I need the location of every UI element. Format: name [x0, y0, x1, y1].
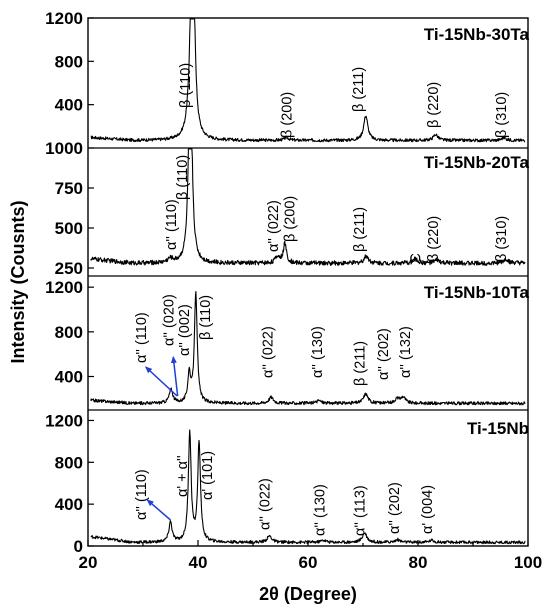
y-tick-label: 500 [55, 219, 83, 238]
xrd-trace [90, 429, 526, 545]
axes-layer: 20 40 60 80 100 2θ (Degree) Intensity (Cousnts… [8, 9, 542, 604]
peak-label: β (220) [426, 216, 442, 262]
peak-label: α'' (110) [164, 199, 180, 250]
peak-label: α' (101) [200, 451, 216, 500]
peak-label: β (211) [352, 207, 368, 252]
peak-label: β (110) [198, 295, 214, 340]
panel-title: Ti-15Nb-20Ta [424, 153, 530, 172]
peak-label: α'' (110) [134, 469, 150, 520]
blue-arrow [170, 356, 179, 397]
peak-label: α'' (202) [387, 482, 403, 534]
peak-label: α'' (020) [161, 294, 177, 346]
plot-frame [87, 17, 529, 547]
peak-label: β (310) [494, 92, 510, 138]
y-tick-label: 1200 [45, 278, 83, 297]
peak-label: β (211) [353, 341, 369, 386]
peak-label: β (211) [351, 67, 367, 112]
x-tick-label: 80 [409, 553, 428, 572]
y-axis-title: Intensity (Cousnts) [8, 200, 28, 363]
peak-label: α'' (130) [310, 326, 326, 378]
x-tick-label: 60 [299, 553, 318, 572]
peak-label: α'' (132) [398, 326, 414, 378]
y-tick-label: 750 [55, 179, 83, 198]
peak-label: α'' (022) [260, 326, 276, 378]
y-tick-label: 800 [55, 323, 83, 342]
peak-label: α'' (202) [376, 328, 392, 380]
x-axis-title: 2θ (Degree) [259, 584, 357, 604]
y-tick-label: 800 [55, 52, 83, 71]
peak-label: β (200) [280, 92, 296, 138]
peak-label: β (220) [426, 82, 442, 128]
xrd-trace [90, 291, 526, 406]
panel-title: Ti-15Nb-30Ta [424, 25, 530, 44]
arrows-layer [145, 356, 179, 521]
y-tick-label: 400 [55, 96, 83, 115]
peak-label: α'' (110) [134, 312, 150, 363]
x-tick-label: 40 [189, 553, 208, 572]
x-tick-label: 20 [79, 553, 98, 572]
panel-title: Ti-15Nb-10Ta [424, 283, 530, 302]
peak-label: β (200) [282, 196, 298, 242]
peak-label: ω [410, 250, 421, 266]
peak-label: α' + α'' [175, 455, 191, 497]
peak-label: β (310) [494, 216, 510, 262]
x-tick-label: 100 [514, 553, 542, 572]
peak-labels-layer: β (110) β (200) β (211) β (220) β (310) α'' (… [134, 63, 510, 536]
y-tick-label: 400 [55, 368, 83, 387]
peak-label: α'' (113) [353, 485, 369, 536]
traces-layer [90, 18, 526, 545]
y-tick-label: 1200 [45, 9, 83, 28]
xrd-trace [90, 18, 526, 143]
y-tick-label: 1200 [45, 411, 83, 430]
blue-arrow [145, 366, 178, 397]
peak-label: α'' (022) [258, 478, 274, 530]
y-tick-label: 800 [55, 453, 83, 472]
panel-title: Ti-15Nb [467, 419, 529, 438]
xrd-trace [90, 148, 526, 266]
y-tick-label: 400 [55, 495, 83, 514]
peak-label: α'' (022) [266, 200, 282, 252]
blue-arrow [146, 499, 171, 521]
peak-label: α' (004) [420, 485, 436, 534]
peak-label: α'' (002) [177, 304, 193, 356]
y-tick-label: 1000 [45, 139, 83, 158]
peak-label: β (110) [175, 155, 191, 200]
y-tick-label: 250 [55, 259, 83, 278]
peak-label: α'' (130) [313, 484, 329, 536]
y-tick-label: 0 [74, 537, 83, 556]
peak-label: β (110) [178, 63, 194, 108]
